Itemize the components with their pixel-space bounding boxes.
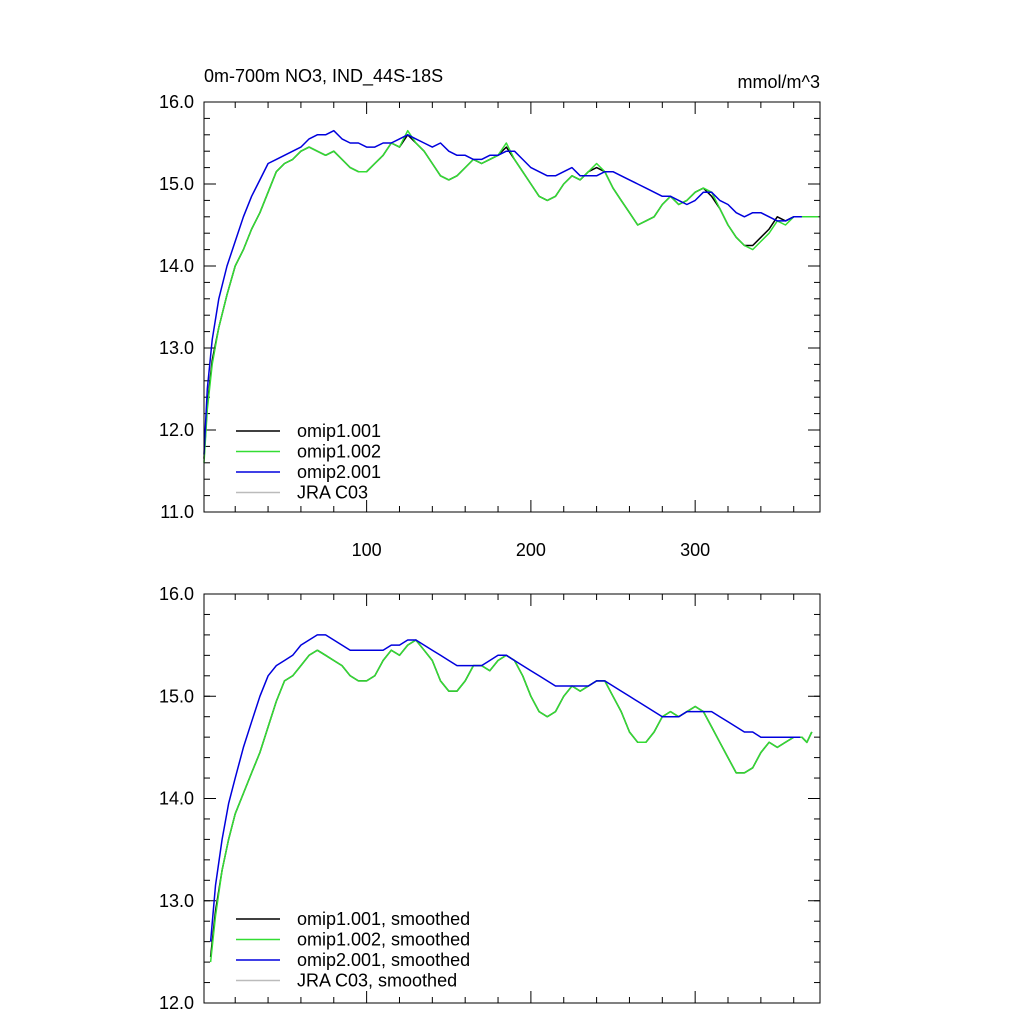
x-tick-label: 300 — [680, 540, 710, 560]
plot-frame — [203, 101, 821, 513]
series-line-0 — [203, 134, 819, 459]
series-lines — [203, 129, 819, 463]
y-tick-label: 14.0 — [159, 256, 194, 276]
legend-label: omip1.002 — [297, 442, 381, 462]
chart-title: 0m-700m NO3, IND_44S-18S — [204, 66, 443, 87]
y-tick-label: 15.0 — [159, 686, 194, 706]
bottom-panel: 12.0 13.0 14.0 15.0 16.0 omip1.001, smoothed… — [159, 584, 821, 1013]
top-panel: 0m-700m NO3, IND_44S-18S mmol/m^3 11.0 12… — [159, 66, 821, 560]
series-line-1 — [203, 129, 819, 463]
legend-label: JRA C03, smoothed — [297, 971, 457, 991]
legend-label: omip1.001 — [297, 421, 381, 441]
y-tick-label: 15.0 — [159, 174, 194, 194]
legend-label: omip2.001 — [297, 462, 381, 482]
series-line-2 — [203, 129, 802, 455]
series-lines — [209, 634, 813, 963]
legend-label: JRA C03 — [297, 483, 368, 503]
legend-label: omip2.001, smoothed — [297, 950, 470, 970]
y-tick-label: 16.0 — [159, 92, 194, 112]
y-tick-label: 14.0 — [159, 789, 194, 809]
y-tick-label: 11.0 — [160, 502, 194, 522]
y-tick-label: 16.0 — [159, 584, 194, 604]
series-line-2 — [209, 634, 801, 942]
legend-label: omip1.001, smoothed — [297, 909, 470, 929]
plot-frame — [203, 593, 821, 1004]
legend-label: omip1.002, smoothed — [297, 930, 470, 950]
y-tick-label: 12.0 — [159, 993, 194, 1013]
axis-ticks: 11.0 12.0 13.0 14.0 15.0 16.0 100 200 300 — [159, 92, 820, 560]
axis-ticks: 12.0 13.0 14.0 15.0 16.0 — [159, 584, 820, 1013]
y-tick-label: 13.0 — [159, 891, 194, 911]
x-tick-label: 100 — [352, 540, 382, 560]
units-label: mmol/m^3 — [738, 72, 820, 92]
y-tick-label: 12.0 — [159, 420, 194, 440]
y-tick-label: 13.0 — [159, 338, 194, 358]
x-tick-label: 200 — [516, 540, 546, 560]
